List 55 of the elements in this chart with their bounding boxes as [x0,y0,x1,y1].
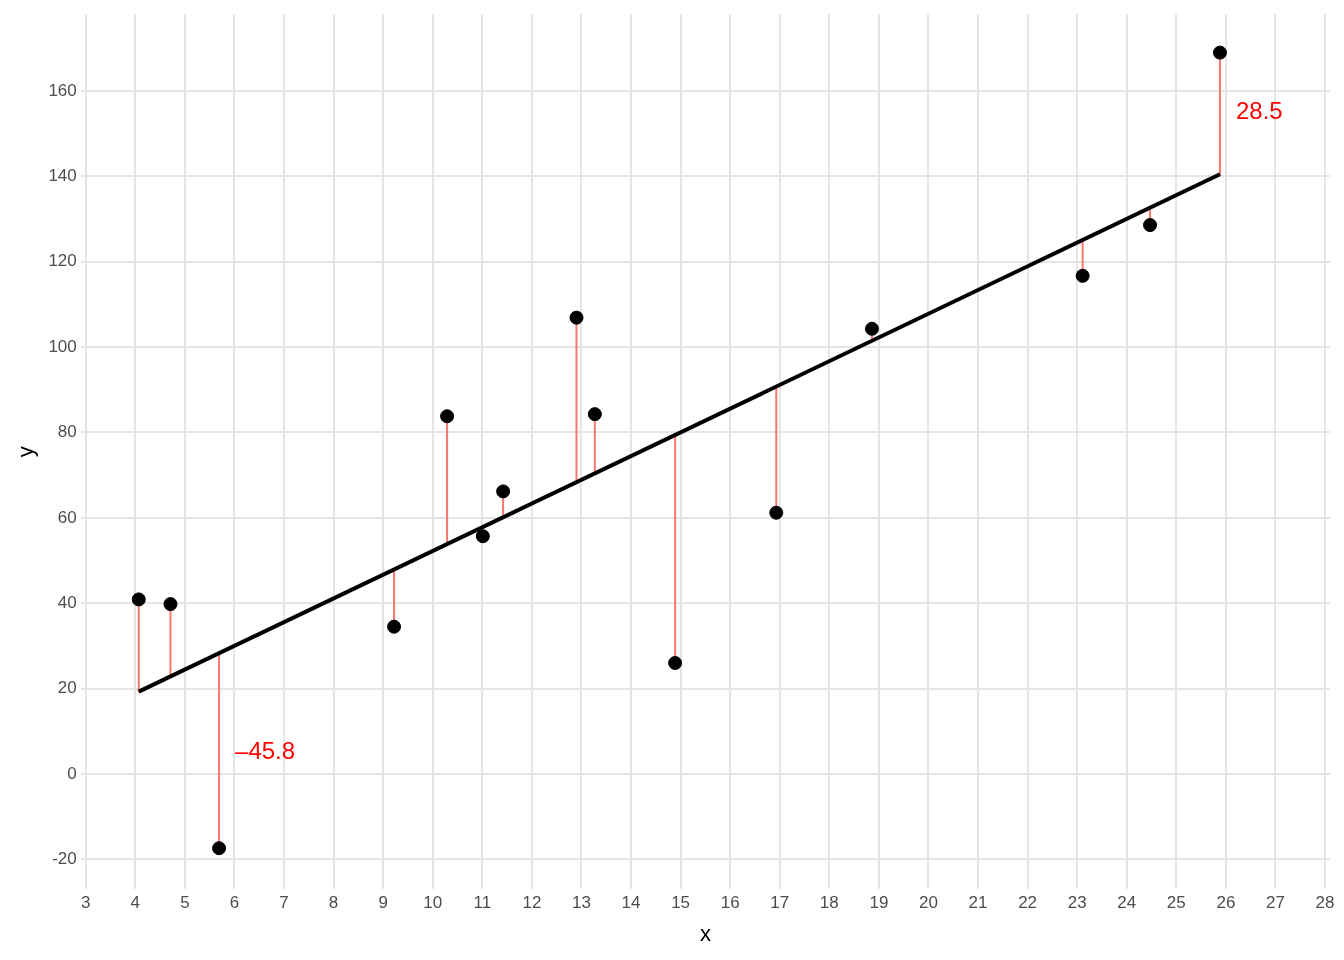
annotation: –45.8 [235,737,296,765]
x-tick-label: 17 [770,893,790,913]
x-tick-label: 21 [968,893,988,913]
x-tick-label: 5 [180,893,190,913]
y-tick-label: 80 [57,422,77,442]
y-tick-label: 120 [48,251,77,271]
point [212,841,227,856]
point [475,529,490,544]
x-tick-label: 26 [1216,893,1236,913]
y-tick-label: 140 [48,166,77,186]
point [864,321,879,336]
x-tick-label: 12 [522,893,542,913]
x-tick-label: 25 [1166,893,1186,913]
x-axis-title: x [699,920,711,946]
x-tick-label: 6 [229,893,240,913]
x-tick-label: 27 [1266,893,1285,913]
point [387,619,402,634]
y-tick-label: 40 [57,592,77,612]
point [163,597,178,612]
x-tick-label: 16 [720,893,740,913]
x-tick-label: 3 [80,893,91,913]
x-tick-label: 8 [328,893,339,913]
x-tick-label: 24 [1117,893,1137,913]
x-tick-label: 15 [671,893,691,913]
point [569,310,584,325]
x-tick-label: 10 [423,893,443,913]
point [131,592,146,607]
x-tick-label: 22 [1018,893,1038,913]
y-tick-label: 100 [48,336,77,356]
x-tick-label: 18 [819,893,839,913]
point [1075,268,1090,283]
point [587,407,602,422]
x-tick-label: 23 [1067,893,1087,913]
point [440,409,455,424]
y-tick-label: 20 [57,678,77,698]
y-tick-label: 0 [67,763,77,783]
point [496,484,511,499]
y-tick-label: 160 [48,80,77,100]
x-tick-label: 28 [1315,893,1335,913]
y-tick-label: -20 [52,849,77,869]
point [668,655,683,670]
x-tick-label: 20 [919,893,938,913]
x-tick-label: 19 [869,893,889,913]
annotation: 28.5 [1235,97,1283,124]
x-tick-label: 4 [130,893,141,913]
x-tick-label: 14 [621,893,641,913]
x-tick-label: 11 [473,893,492,913]
x-tick-label: 7 [279,893,289,913]
point [1212,45,1227,60]
x-tick-label: 13 [571,893,591,913]
y-axis-title: y [13,446,39,458]
point [1143,218,1158,233]
y-tick-label: 60 [57,507,77,527]
x-tick-label: 9 [378,893,388,913]
point [769,505,784,520]
